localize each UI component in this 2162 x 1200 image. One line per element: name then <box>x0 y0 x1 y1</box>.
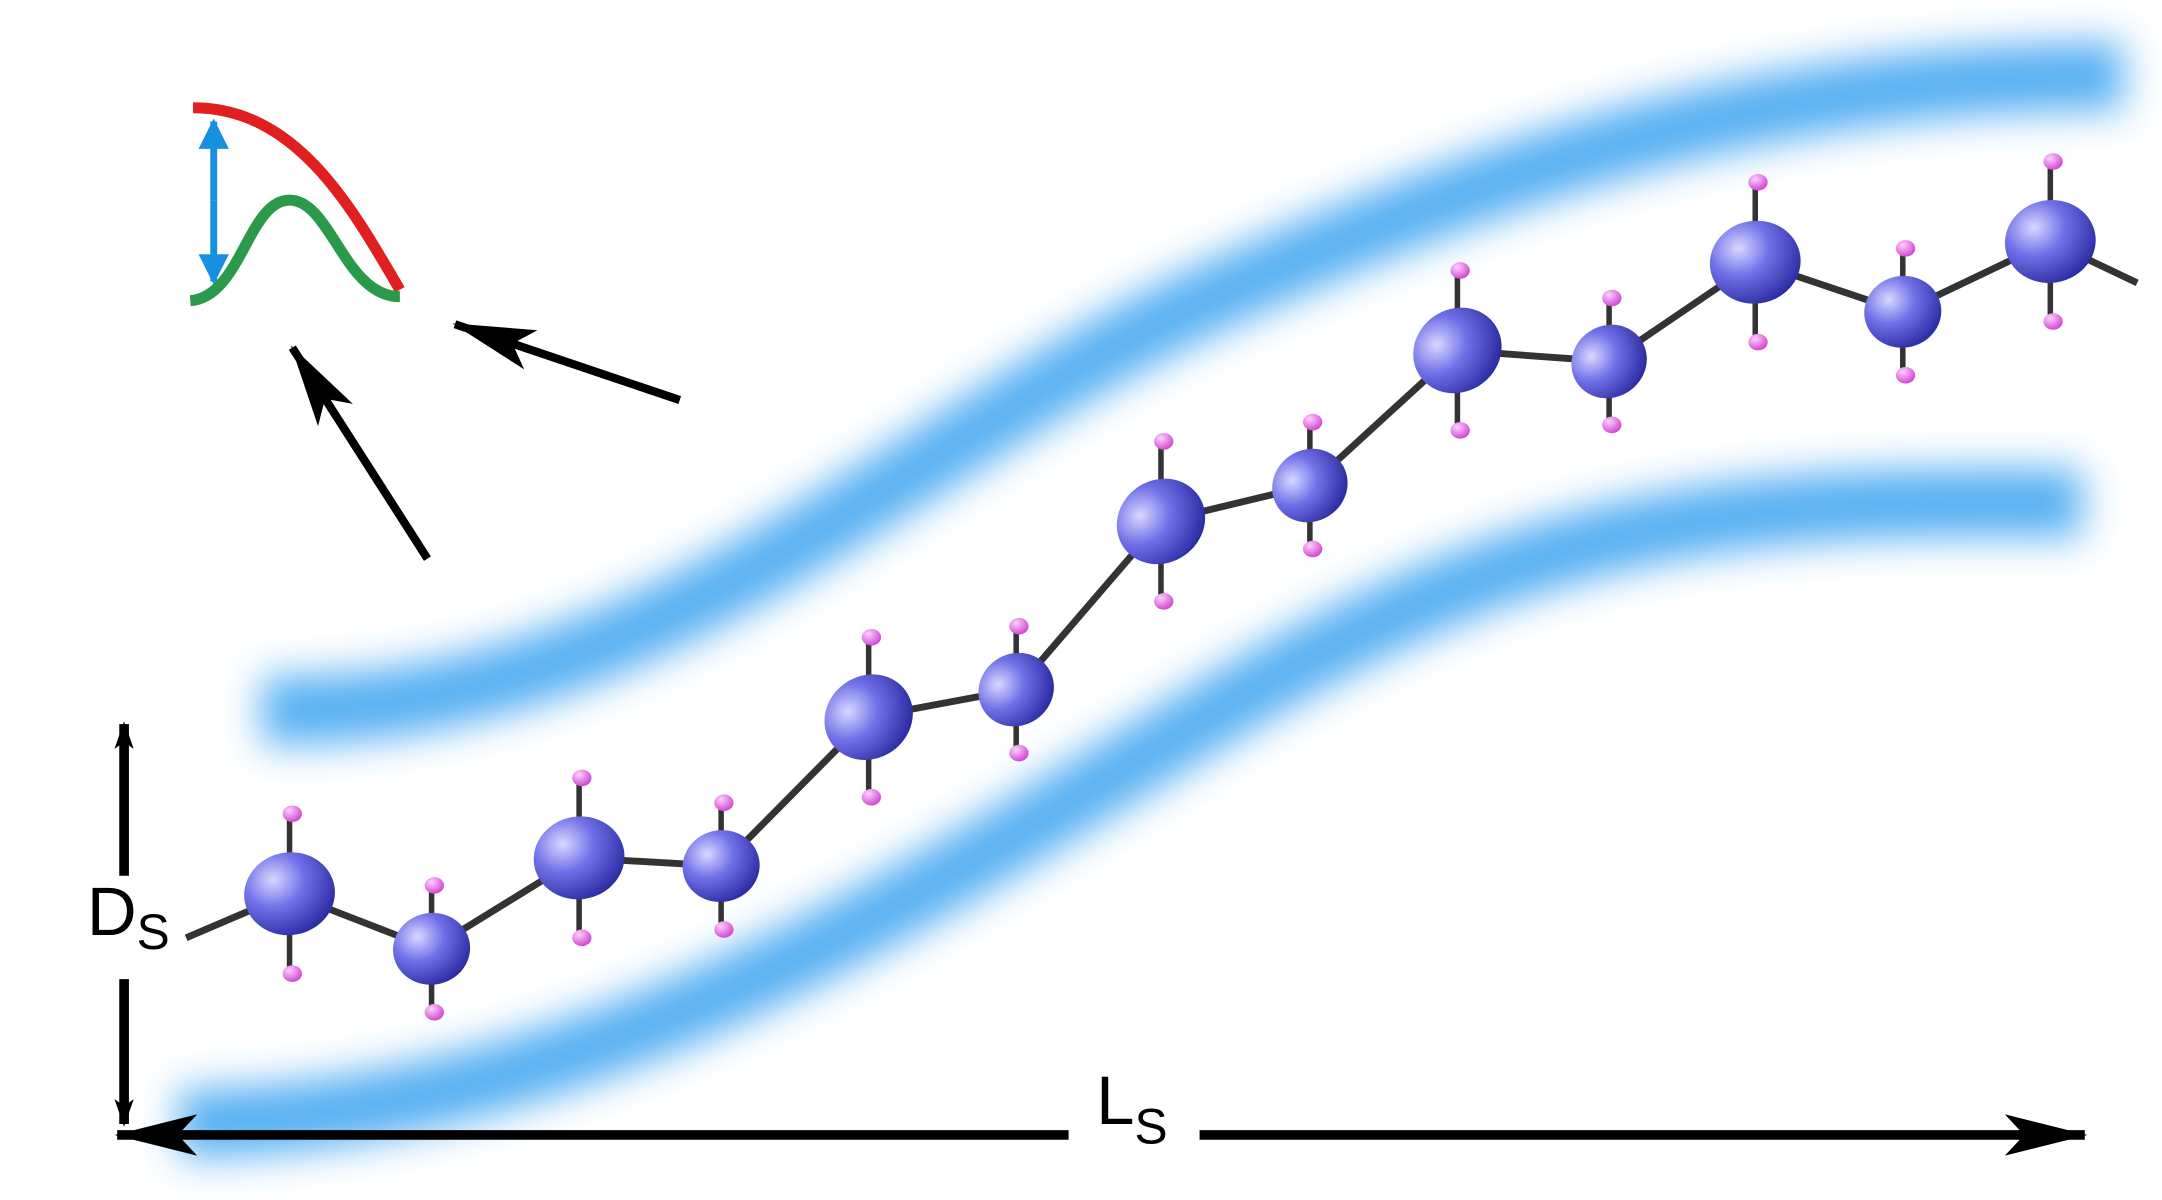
hydrogen <box>572 769 592 787</box>
hydrogen <box>714 794 734 811</box>
hydrogen <box>572 929 592 947</box>
dimension-arrows <box>114 721 2088 1156</box>
energy-inset <box>189 102 682 561</box>
hydrogen <box>1154 433 1174 450</box>
carbon <box>978 652 1054 727</box>
length-label: LS <box>1096 1062 1167 1154</box>
hydrogen <box>282 965 302 982</box>
hydrogen <box>1602 289 1622 307</box>
carbon <box>682 830 760 903</box>
hydrogen <box>861 788 882 806</box>
hydrogen <box>1602 416 1622 434</box>
carbon <box>2004 200 2096 284</box>
carbon <box>533 816 625 900</box>
hydrogen <box>1748 173 1768 191</box>
hydrogen <box>1895 366 1916 384</box>
hydrogen <box>424 1003 444 1021</box>
hydrogen <box>2043 313 2063 330</box>
hydrogen <box>1748 333 1768 351</box>
hydrogen <box>1302 413 1323 431</box>
carbon <box>1709 220 1801 304</box>
carbon <box>1864 275 1942 348</box>
carbon <box>1272 448 1348 523</box>
hydrogen <box>1450 262 1470 279</box>
hydrogen <box>1009 744 1029 762</box>
hydrogen <box>1302 540 1323 558</box>
carbon <box>824 674 913 760</box>
polymer-chain <box>184 153 2139 1021</box>
diameter-label: DS <box>87 873 170 960</box>
carbon <box>1116 478 1206 565</box>
hydrogen <box>2043 153 2063 170</box>
hydrogen <box>714 921 734 938</box>
pore-walls <box>178 41 2124 1159</box>
hydrogen <box>861 628 882 646</box>
hydrogen <box>424 877 444 894</box>
carbon <box>1571 324 1647 399</box>
carbon <box>393 912 471 985</box>
hydrogen <box>1895 240 1916 257</box>
hydrogen <box>282 805 302 822</box>
hydrogen <box>1009 617 1029 635</box>
hydrogen <box>1450 422 1470 439</box>
carbon <box>244 852 335 936</box>
hydrogen <box>1154 593 1174 610</box>
carbon <box>1413 307 1502 394</box>
